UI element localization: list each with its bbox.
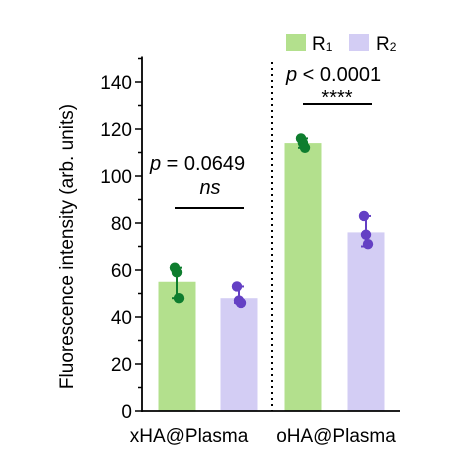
data-point-2-2-1 <box>358 210 370 222</box>
plot-area <box>158 62 385 411</box>
x-category-label: oHA@Plasma <box>276 426 396 447</box>
y-tick-label: 0 <box>121 402 132 423</box>
bar-1-2 <box>284 143 322 411</box>
legend: R1 R2 <box>286 34 397 55</box>
data-point-2-1-3 <box>235 297 247 309</box>
y-tick-label: 80 <box>111 214 132 235</box>
p-value-prefix: p <box>149 153 161 175</box>
legend-label-2: R2 <box>376 34 397 55</box>
y-tick-label: 140 <box>100 73 132 94</box>
axes: 0 20 40 60 80 100 120 140 Fluorescence intensity… <box>57 56 400 447</box>
legend-swatch-1 <box>286 34 306 51</box>
legend-swatch-2 <box>349 34 369 51</box>
y-tick-label: 40 <box>111 308 132 329</box>
y-tick-label: 120 <box>100 120 132 141</box>
bar-2-1 <box>220 298 258 411</box>
bar-2-2 <box>347 232 385 411</box>
bar-1-1 <box>158 281 196 411</box>
data-point-2-2-2 <box>360 229 372 240</box>
legend-label-1: R1 <box>312 34 333 55</box>
x-category-label: xHA@Plasma <box>130 426 249 447</box>
data-point-2-2-3 <box>362 238 374 250</box>
y-tick-label: 100 <box>100 167 132 188</box>
legend-label-subscript: 1 <box>326 40 333 54</box>
data-point-2-1-1 <box>231 281 243 292</box>
p-value-label: p < 0.0001 <box>285 64 381 86</box>
y-tick-label: 60 <box>111 261 132 282</box>
data-point-1-1-3 <box>173 293 185 304</box>
legend-label-main: R <box>312 34 326 55</box>
data-point-1-1-2 <box>171 267 183 278</box>
significance-label: ns <box>199 177 220 199</box>
y-tick-label: 20 <box>111 355 132 376</box>
legend-label-subscript: 2 <box>390 40 397 54</box>
p-value-label: p = 0.0649 <box>149 153 245 175</box>
p-value-number: < 0.0001 <box>297 64 381 86</box>
y-axis-label: Fluorescence intensity (arb. units) <box>57 104 78 389</box>
legend-label-main: R <box>376 34 390 55</box>
p-value-number: = 0.0649 <box>161 153 245 175</box>
significance-label: **** <box>321 87 352 109</box>
p-value-prefix: p <box>285 64 297 86</box>
data-point-1-2-3 <box>299 142 311 153</box>
